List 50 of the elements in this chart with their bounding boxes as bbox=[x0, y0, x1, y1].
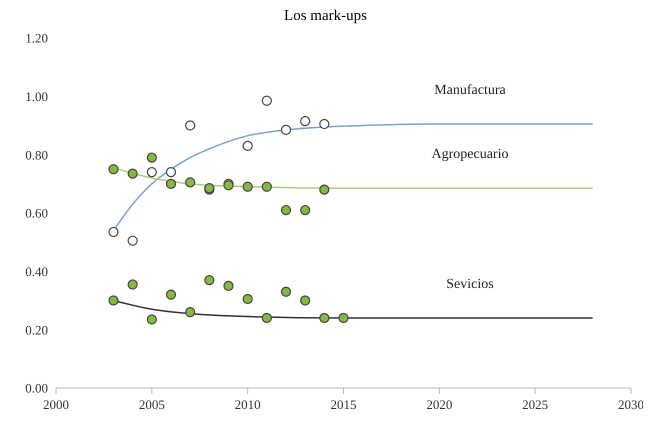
point bbox=[108, 295, 119, 306]
point bbox=[262, 312, 272, 324]
point bbox=[166, 167, 176, 178]
point bbox=[280, 286, 292, 297]
point bbox=[185, 177, 196, 188]
point bbox=[128, 168, 138, 179]
y-tick-label: 0.80 bbox=[25, 147, 48, 162]
point bbox=[185, 120, 196, 131]
point bbox=[280, 124, 292, 135]
point bbox=[319, 184, 330, 195]
point bbox=[262, 182, 272, 192]
point bbox=[108, 226, 119, 238]
y-tick-label: 1.00 bbox=[25, 88, 48, 104]
point bbox=[223, 280, 234, 292]
x-tick-label: 2000 bbox=[43, 397, 69, 412]
y-tick-label: 0.20 bbox=[25, 322, 48, 338]
x-tick-label: 2020 bbox=[426, 397, 452, 412]
point bbox=[242, 182, 253, 192]
point bbox=[166, 178, 176, 189]
point bbox=[242, 294, 253, 304]
point bbox=[280, 204, 292, 216]
point bbox=[146, 152, 157, 163]
point bbox=[166, 290, 176, 300]
point bbox=[108, 164, 119, 174]
y-tick-label: 1.20 bbox=[25, 30, 48, 46]
y-tick-label: 0.60 bbox=[25, 206, 48, 221]
point bbox=[319, 118, 330, 130]
x-tick-label: 2005 bbox=[138, 397, 165, 412]
x-tick-label: 2015 bbox=[330, 397, 356, 412]
point bbox=[300, 295, 310, 306]
point bbox=[262, 96, 272, 106]
point bbox=[242, 140, 253, 152]
series-label: Agropecuario bbox=[432, 147, 508, 162]
series-label: Sevicios bbox=[446, 277, 494, 292]
x-tick-label: 2025 bbox=[522, 397, 548, 412]
point bbox=[146, 167, 157, 178]
point bbox=[204, 274, 214, 286]
point bbox=[128, 279, 138, 290]
chart-title: Los mark-ups bbox=[283, 8, 368, 26]
point bbox=[338, 312, 349, 324]
point bbox=[146, 314, 157, 325]
series-label: Manufactura bbox=[434, 83, 507, 98]
point bbox=[128, 236, 138, 246]
y-tick-label: 0.00 bbox=[25, 380, 48, 396]
y-tick-label: 0.40 bbox=[25, 264, 48, 279]
point bbox=[300, 204, 310, 216]
point bbox=[185, 307, 196, 318]
x-tick-label: 2010 bbox=[234, 397, 261, 412]
point bbox=[300, 116, 310, 126]
point bbox=[319, 312, 330, 324]
